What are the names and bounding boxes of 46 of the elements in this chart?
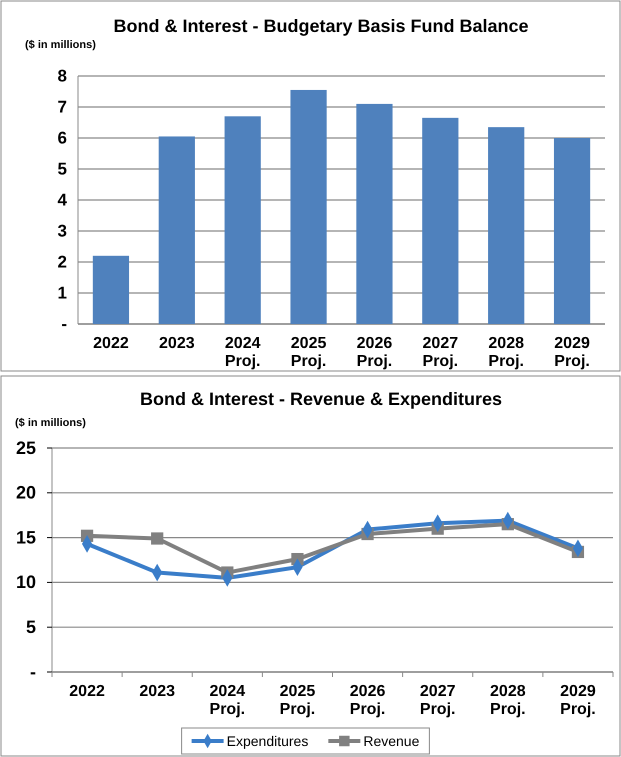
y-tick-label: 5 xyxy=(26,616,36,637)
y-tick-label: 25 xyxy=(16,438,36,458)
x-tick-label: 2023 xyxy=(159,335,195,352)
bar xyxy=(290,90,327,324)
x-tick-label: 2025 Proj. xyxy=(280,683,316,718)
bar xyxy=(224,116,261,324)
point xyxy=(151,532,164,545)
y-axis-title: ($ in millions) xyxy=(25,39,96,51)
bar xyxy=(158,136,195,324)
y-tick-label: 10 xyxy=(16,572,36,592)
bar xyxy=(422,118,458,324)
y-tick-label: 5 xyxy=(58,159,67,178)
bar xyxy=(488,127,524,324)
x-tick-label: 2022 xyxy=(93,335,129,352)
chart-title: Bond & Interest - Revenue & Expenditures xyxy=(140,389,502,409)
bar xyxy=(554,138,590,324)
x-tick-label: 2027 Proj. xyxy=(422,335,458,370)
y-tick-label: 7 xyxy=(58,97,67,116)
bar xyxy=(92,256,130,324)
y-tick-label: 3 xyxy=(58,221,67,240)
y-tick-label: 15 xyxy=(16,527,36,548)
x-tick-label: 2029 Proj. xyxy=(560,683,596,718)
y-tick-label: - xyxy=(61,314,67,334)
y-tick-label: - xyxy=(30,662,36,682)
legend-label: Revenue xyxy=(363,733,420,749)
x-tick-label: 2024 Proj. xyxy=(224,335,261,370)
x-tick-label: 2022 xyxy=(69,683,105,700)
y-tick-label: 2 xyxy=(58,252,67,272)
y-tick-label: 4 xyxy=(58,190,68,210)
y-tick-label: 1 xyxy=(58,283,67,302)
x-tick-label: 2027 Proj. xyxy=(420,683,456,718)
x-tick-label: 2026 Proj. xyxy=(356,335,392,370)
y-tick-label: 6 xyxy=(58,128,67,148)
x-tick-label: 2028 Proj. xyxy=(490,683,526,718)
y-tick-label: 20 xyxy=(16,482,36,503)
x-tick-label: 2025 Proj. xyxy=(290,335,326,370)
x-tick-label: 2024 Proj. xyxy=(210,683,246,718)
x-tick-label: 2023 xyxy=(139,683,176,700)
x-tick-label: 2026 Proj. xyxy=(350,683,386,718)
y-axis-title: ($ in millions) xyxy=(15,417,86,429)
x-tick-label: 2029 Proj. xyxy=(554,335,590,370)
bar xyxy=(356,104,393,324)
y-tick-label: 8 xyxy=(58,66,67,86)
x-tick-label: 2028 Proj. xyxy=(488,335,524,370)
chart-title: Bond & Interest - Budgetary Basis Fund Balance xyxy=(113,16,529,36)
legend-label: Expenditures xyxy=(226,733,308,749)
